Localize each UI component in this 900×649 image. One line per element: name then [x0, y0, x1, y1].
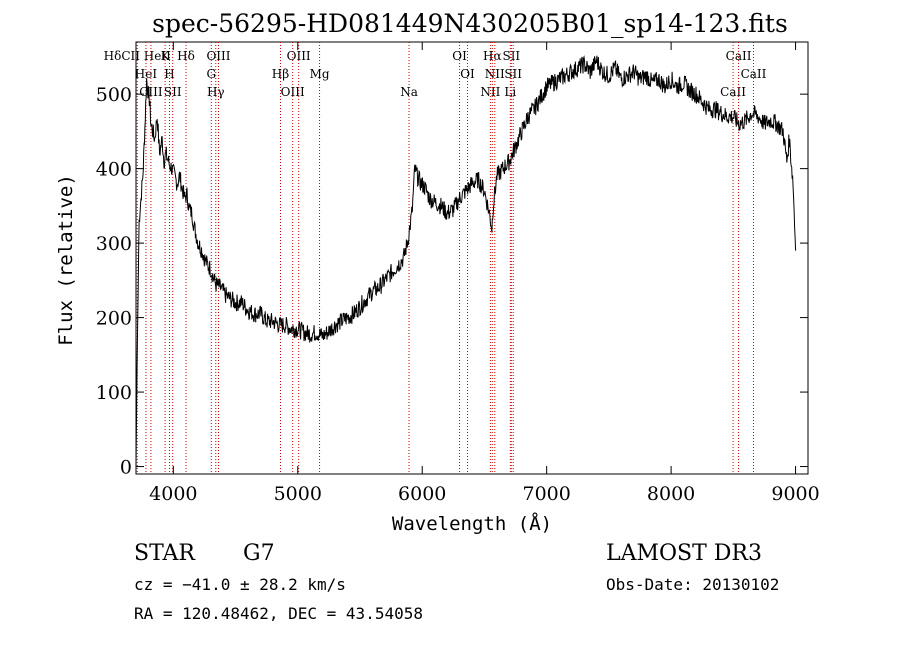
- line-marker-label: SII: [164, 85, 182, 99]
- x-tick-label: 8000: [647, 483, 695, 505]
- line-marker-label: HeI: [135, 67, 158, 81]
- x-tick-label: 7000: [522, 483, 570, 505]
- y-tick-label: 100: [96, 382, 132, 404]
- redshift-cz: cz = −41.0 ± 28.2 km/s: [134, 575, 346, 594]
- line-marker-label: OIII: [206, 49, 230, 63]
- y-tick-label: 500: [96, 84, 132, 106]
- line-marker-label: CaII: [726, 49, 752, 63]
- line-marker-label: OI: [460, 67, 475, 81]
- y-axis-ticks: 0 100 200 300 400 500: [96, 84, 808, 479]
- plot-frame: [135, 41, 809, 475]
- subclass: G7: [243, 541, 275, 566]
- line-marker-label: Hδ: [177, 49, 195, 63]
- line-marker-label: Hβ: [272, 67, 289, 81]
- line-marker-label: SII: [504, 67, 522, 81]
- chart-title: spec-56295-HD081449N430205B01_sp14-123.f…: [152, 9, 788, 38]
- y-axis-label: Flux (relative): [55, 174, 77, 346]
- line-marker-label: CaII: [720, 85, 746, 99]
- x-axis-label: Wavelength (Å): [392, 512, 552, 535]
- line-marker-label: Na: [400, 85, 418, 99]
- survey-name: LAMOST DR3: [606, 541, 762, 566]
- line-marker-label: Li: [504, 85, 516, 99]
- line-marker-label: G: [206, 67, 216, 81]
- line-marker-label: HδCII HeII: [104, 49, 171, 63]
- object-class: STAR: [134, 541, 196, 566]
- x-tick-label: 9000: [771, 483, 819, 505]
- line-marker-label: Hγ: [207, 85, 225, 99]
- x-axis-ticks: 4000 5000 6000 7000 8000 9000: [149, 42, 820, 505]
- y-tick-label: 400: [96, 159, 132, 181]
- line-marker-label: K: [161, 49, 171, 63]
- coordinates: RA = 120.48462, DEC = 43.54058: [134, 604, 423, 623]
- line-markers: HδCII HeII HeI CIII KH SII Hδ G Hγ OIII Hβ OIII OII…: [104, 42, 767, 474]
- line-marker-label: CaII: [741, 67, 767, 81]
- y-tick-label: 200: [96, 308, 132, 330]
- spectrum-series-line: [135, 55, 797, 467]
- x-tick-label: 5000: [274, 483, 322, 505]
- line-marker-label: OI: [452, 49, 467, 63]
- line-marker-label: Mg: [310, 67, 330, 81]
- line-marker-label: NII: [480, 85, 500, 99]
- line-marker-label: OIII: [287, 49, 311, 63]
- line-marker-label: NII: [485, 67, 505, 81]
- line-marker-label: CIII: [139, 85, 163, 99]
- x-tick-label: 4000: [149, 483, 197, 505]
- line-marker-label: H: [164, 67, 174, 81]
- line-marker-label: SII: [502, 49, 520, 63]
- y-tick-label: 300: [96, 233, 132, 255]
- line-marker-label: OIII: [281, 85, 305, 99]
- line-marker-label: Hα: [483, 49, 502, 63]
- obs-date: Obs-Date: 20130102: [606, 575, 779, 594]
- y-tick-label: 0: [120, 457, 132, 479]
- x-tick-label: 6000: [398, 483, 446, 505]
